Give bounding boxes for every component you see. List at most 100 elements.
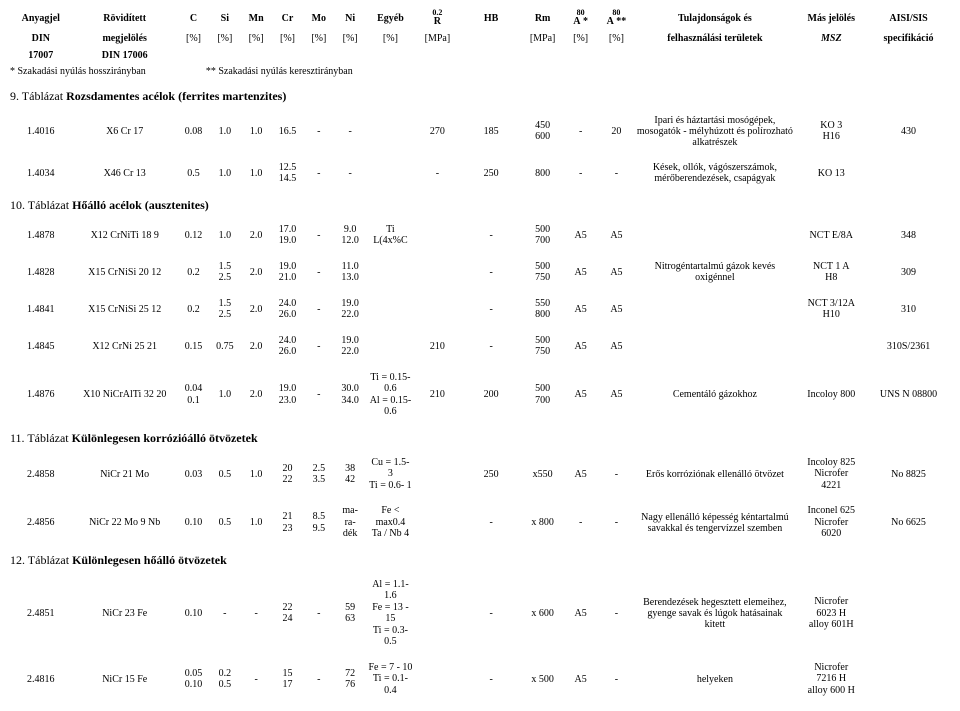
header-bot-label: megjelölés	[102, 33, 146, 44]
header-bot-8: [%]	[366, 30, 415, 47]
cell: A5	[599, 291, 635, 328]
cell: 2.0	[241, 217, 272, 254]
header-bot-label: DIN	[32, 33, 50, 44]
cell: 22 24	[272, 572, 303, 655]
cell: 19.0 21.0	[272, 254, 303, 291]
section-heading: 12. Táblázat Különlegesen hőálló ötvözet…	[10, 547, 950, 572]
cell: 8.5 9.5	[303, 498, 334, 547]
cell: A5	[563, 655, 599, 704]
cell: x 600	[522, 572, 562, 655]
header-top-label: C	[190, 13, 197, 24]
cell: -	[599, 498, 635, 547]
cell: 210	[415, 365, 460, 425]
cell: 0.03	[178, 450, 209, 499]
cell: -	[563, 155, 599, 192]
cell	[867, 655, 950, 704]
cell: 0.2	[178, 291, 209, 328]
header-top-14: Tulajdonságok és	[634, 8, 795, 30]
cell: 1.4034	[10, 155, 72, 192]
cell: 1.5 2.5	[209, 254, 240, 291]
cell: 500 700	[522, 217, 562, 254]
cell: -	[303, 291, 334, 328]
header-bot-14: felhasználási területek	[634, 30, 795, 47]
cell: 1.0	[209, 365, 240, 425]
cell: A5	[599, 328, 635, 365]
cell: Ti = 0.15-0.6 Al = 0.15-0.6	[366, 365, 415, 425]
cell: 19.0 23.0	[272, 365, 303, 425]
cell: NCT E/8A	[795, 217, 867, 254]
cell: -	[460, 254, 523, 291]
cell: -	[460, 572, 523, 655]
cell: 310S/2361	[867, 328, 950, 365]
header-top-11: Rm	[522, 8, 562, 30]
cell: -	[303, 572, 334, 655]
cell: -	[334, 155, 365, 192]
cell: 2.4851	[10, 572, 72, 655]
cell: 72 76	[334, 655, 365, 704]
cell: 1.4016	[10, 108, 72, 155]
cell: X15 CrNiSi 20 12	[72, 254, 178, 291]
cell: A5	[563, 365, 599, 425]
cell: 1.0	[241, 108, 272, 155]
header-bot-9: [MPa]	[415, 30, 460, 47]
cell: 1.4828	[10, 254, 72, 291]
footnote: * Szakadási nyúlás hosszirányban** Szaka…	[10, 64, 950, 83]
cell: 0.04 0.1	[178, 365, 209, 425]
cell: Incoloy 825 Nicrofer 4221	[795, 450, 867, 499]
cell: 2.5 3.5	[303, 450, 334, 499]
cell	[795, 328, 867, 365]
header-top-label: Tulajdonságok és	[678, 13, 752, 24]
cell: NCT 3/12A H10	[795, 291, 867, 328]
header-top-6: Mo	[303, 8, 334, 30]
cell: 185	[460, 108, 523, 155]
cell: 200	[460, 365, 523, 425]
cell: 1.5 2.5	[209, 291, 240, 328]
cell: 2.0	[241, 254, 272, 291]
cell: -	[334, 108, 365, 155]
cell: 0.05 0.10	[178, 655, 209, 704]
header-bot-label: [%]	[609, 33, 624, 44]
header-bot-0: DIN	[10, 30, 72, 47]
header-bot-11: [MPa]	[522, 30, 562, 47]
cell: A5	[599, 365, 635, 425]
cell: 1.4878	[10, 217, 72, 254]
cell: 30.0 34.0	[334, 365, 365, 425]
header-top-5: Cr	[272, 8, 303, 30]
header-bot-13: [%]	[599, 30, 635, 47]
cell: Cementáló gázokhoz	[634, 365, 795, 425]
header-top-7: Ni	[334, 8, 365, 30]
header-bot-label: [%]	[573, 33, 588, 44]
cell: A5	[599, 217, 635, 254]
cell: 1.0	[209, 108, 240, 155]
header-top-label: Más jelölés	[808, 13, 856, 24]
cell: Nicrofer 7216 H alloy 600 H	[795, 655, 867, 704]
cell: No 6625	[867, 498, 950, 547]
header-bot-16: specifikáció	[867, 30, 950, 47]
cell	[415, 254, 460, 291]
cell: 1.0	[209, 217, 240, 254]
cell: -	[303, 217, 334, 254]
cell: -	[415, 155, 460, 192]
cell: 1.4841	[10, 291, 72, 328]
header-bot-label: specifikáció	[884, 33, 934, 44]
header-bot-label: [%]	[280, 33, 295, 44]
cell	[366, 254, 415, 291]
cell: helyeken	[634, 655, 795, 704]
header-top-label: Rövidített	[103, 13, 146, 24]
cell	[867, 155, 950, 192]
header-bot-15: MSZ	[795, 30, 867, 47]
cell: 2.0	[241, 365, 272, 425]
cell: -	[303, 155, 334, 192]
cell: Incoloy 800	[795, 365, 867, 425]
header-top-label: R	[434, 16, 441, 27]
cell: -	[303, 254, 334, 291]
header-bot-label: MSZ	[821, 33, 842, 44]
cell: -	[303, 328, 334, 365]
header-top-9: 0.2R	[415, 8, 460, 30]
header-top-2: C	[178, 8, 209, 30]
cell: 2.4856	[10, 498, 72, 547]
cell	[415, 655, 460, 704]
cell: 0.2	[178, 254, 209, 291]
cell	[366, 291, 415, 328]
header-top-4: Mn	[241, 8, 272, 30]
